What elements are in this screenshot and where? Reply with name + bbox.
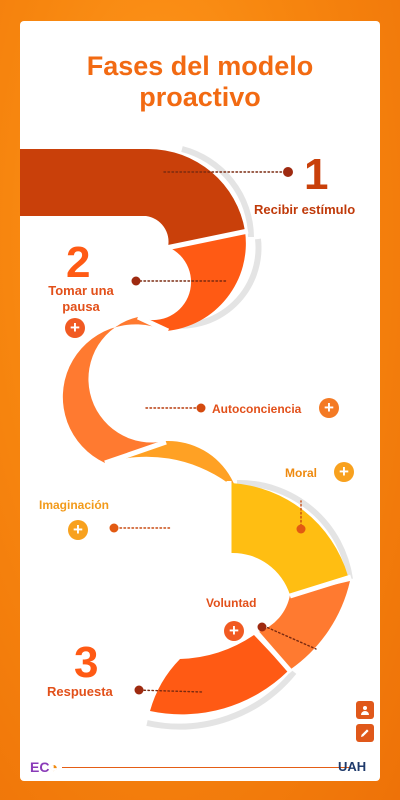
shadow-edge-top <box>181 146 254 238</box>
phase-2-label-line-1: Tomar una <box>48 283 114 298</box>
dot-tomar-pausa <box>131 276 141 286</box>
autoconciencia-label: Autoconciencia <box>212 402 302 416</box>
pencil-icon <box>361 729 369 737</box>
separator-2 <box>136 314 170 334</box>
leader-dots <box>109 167 306 695</box>
title-line-1: Fases del modelo <box>86 51 314 81</box>
voluntad-label: Voluntad <box>206 596 257 610</box>
dot-respuesta <box>134 685 144 695</box>
imaginacion-label: Imaginación <box>39 498 110 512</box>
leader-voluntad <box>263 625 317 650</box>
page-title: Fases del modelo proactivo <box>20 51 380 113</box>
separator-6 <box>255 631 293 674</box>
plus-icon: + <box>73 520 83 539</box>
tomar-pausa-plus-button[interactable]: + <box>65 318 85 338</box>
dot-imaginacion <box>109 523 119 533</box>
shadow-edge-right <box>236 479 353 580</box>
phase-1-label: Recibir estímulo <box>254 202 356 217</box>
separator-3 <box>104 439 167 466</box>
ec-logo: EC◔ <box>30 759 58 775</box>
plus-icon: + <box>70 318 80 337</box>
leader-lines <box>115 171 317 693</box>
ec-logo-text: EC <box>30 759 50 775</box>
dot-autoconciencia <box>196 403 206 413</box>
segment-respuesta <box>150 635 288 715</box>
phase-2-label: Tomar una pausa <box>36 283 126 315</box>
plus-icon: + <box>324 398 334 417</box>
separator-1 <box>165 228 249 251</box>
segment-voluntad <box>258 581 350 669</box>
dot-voluntad <box>257 622 267 632</box>
phase-2-label-line-2: pausa <box>62 299 100 314</box>
leader-respuesta <box>135 689 203 693</box>
plus-icon: + <box>229 621 239 640</box>
shadow-edge-bottom <box>146 670 297 730</box>
phase-2-number: 2 <box>66 238 91 287</box>
moral-label: Moral <box>285 466 318 480</box>
separator-5 <box>289 574 352 599</box>
edit-button[interactable] <box>356 724 374 742</box>
s-curve-diagram <box>20 146 353 730</box>
title-line-2: proactivo <box>139 82 261 112</box>
moral-plus-button[interactable]: + <box>334 462 354 482</box>
uah-logo: UAH <box>338 759 367 774</box>
segment-imaginacion <box>105 440 241 553</box>
segment-recibir-estimulo <box>20 148 245 247</box>
phase-3-label: Respuesta <box>47 684 113 699</box>
phase-3-number: 3 <box>74 638 99 687</box>
user-icon <box>361 706 369 715</box>
plus-icon: + <box>339 462 349 481</box>
user-button[interactable] <box>356 701 374 719</box>
phase-1-number: 1 <box>304 150 329 199</box>
imaginacion-plus-button[interactable]: + <box>68 520 88 540</box>
segment-moral <box>231 483 348 595</box>
segment-separators <box>104 228 352 674</box>
segment-autoconciencia <box>62 317 166 463</box>
autoconciencia-plus-button[interactable]: + <box>319 398 339 418</box>
dot-moral <box>296 524 306 534</box>
dot-recibir <box>283 167 293 177</box>
footer-divider <box>62 767 349 768</box>
voluntad-plus-button[interactable]: + <box>224 621 244 641</box>
infographic-card: Fases del modelo proactivo <box>20 21 380 781</box>
